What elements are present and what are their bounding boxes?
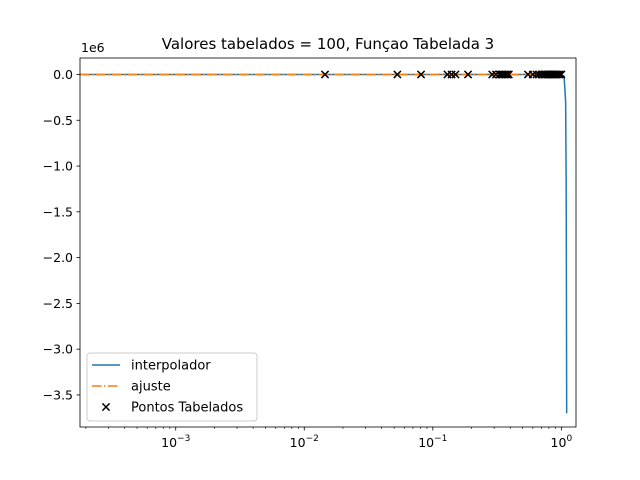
scatter-point-stroke — [557, 70, 566, 79]
chart-title: Valores tabelados = 100, Funçao Tabelada… — [162, 35, 494, 53]
y-tick-label: −2.0 — [43, 250, 73, 265]
legend-label: ajuste — [131, 380, 171, 395]
scatter-point — [503, 70, 512, 79]
y-tick-label: −3.0 — [43, 342, 73, 357]
scatter-point-stroke — [503, 70, 512, 79]
scatter-point — [504, 70, 513, 79]
x-tick-label: 10−3 — [161, 434, 190, 450]
y-offset-label: 1e6 — [81, 40, 105, 55]
scatter-point-stroke — [504, 70, 513, 79]
x-tick-label-base: 10 — [290, 435, 306, 450]
scatter-point — [416, 70, 426, 79]
x-tick-label-base: 10 — [551, 435, 567, 450]
scatter-point — [557, 70, 566, 79]
scatter-point-stroke — [553, 70, 563, 79]
legend-box — [86, 352, 258, 422]
y-tick-label: −0.5 — [43, 113, 73, 128]
scatter-point — [488, 70, 497, 79]
legend-item: ajuste — [92, 380, 171, 395]
y-tick-label: −1.0 — [43, 159, 73, 174]
legend-label: interpolador — [131, 359, 211, 374]
scatter-point-stroke — [393, 70, 402, 79]
x-tick-label: 10−2 — [290, 434, 319, 450]
x-tick-label: 10−1 — [418, 434, 447, 450]
scatter-point — [463, 70, 473, 79]
scatter-point-stroke — [320, 70, 330, 79]
scatter-point — [528, 70, 537, 79]
scatter-point-stroke — [488, 70, 497, 79]
scatter-point — [393, 70, 402, 79]
legend-marker — [101, 402, 111, 412]
scatter-point-stroke — [416, 70, 426, 79]
y-tick-label: −1.5 — [43, 204, 73, 219]
x-tick-label-exponent: −2 — [306, 434, 319, 444]
scatter-point — [320, 70, 330, 79]
scatter-point-stroke — [528, 70, 537, 79]
legend-item: Pontos Tabelados — [101, 401, 243, 416]
scatter-point — [451, 70, 460, 79]
axes: 0.0−0.5−1.0−1.5−2.0−2.5−3.0−3.510−3 10−2 1… — [43, 57, 577, 450]
x-tick-label-exponent: −3 — [177, 434, 190, 444]
x-tick-label-exponent: 0 — [566, 434, 572, 444]
scatter-point — [553, 70, 563, 79]
plot-area — [80, 70, 568, 414]
scatter-point — [501, 70, 510, 79]
y-tick-label: −3.5 — [43, 387, 73, 402]
legend: interpolador ajuste Pontos Tabelados — [86, 352, 258, 422]
x-tick-label: 100 — [551, 434, 573, 450]
x-tick-label-base: 10 — [161, 435, 177, 450]
plot-clipped-group — [80, 70, 568, 414]
scatter-point-stroke — [501, 70, 510, 79]
legend-label: Pontos Tabelados — [131, 401, 243, 416]
scatter-point — [555, 70, 564, 79]
legend-item: interpolador — [92, 359, 211, 374]
x-tick-label-exponent: −1 — [434, 434, 447, 444]
scatter-point-stroke — [555, 70, 564, 79]
scatter-point-stroke — [463, 70, 473, 79]
scatter-point-stroke — [451, 70, 460, 79]
axes-frame — [79, 57, 577, 428]
y-tick-label: −2.5 — [43, 296, 73, 311]
y-tick-label: 0.0 — [53, 67, 73, 82]
x-tick-label-base: 10 — [418, 435, 434, 450]
